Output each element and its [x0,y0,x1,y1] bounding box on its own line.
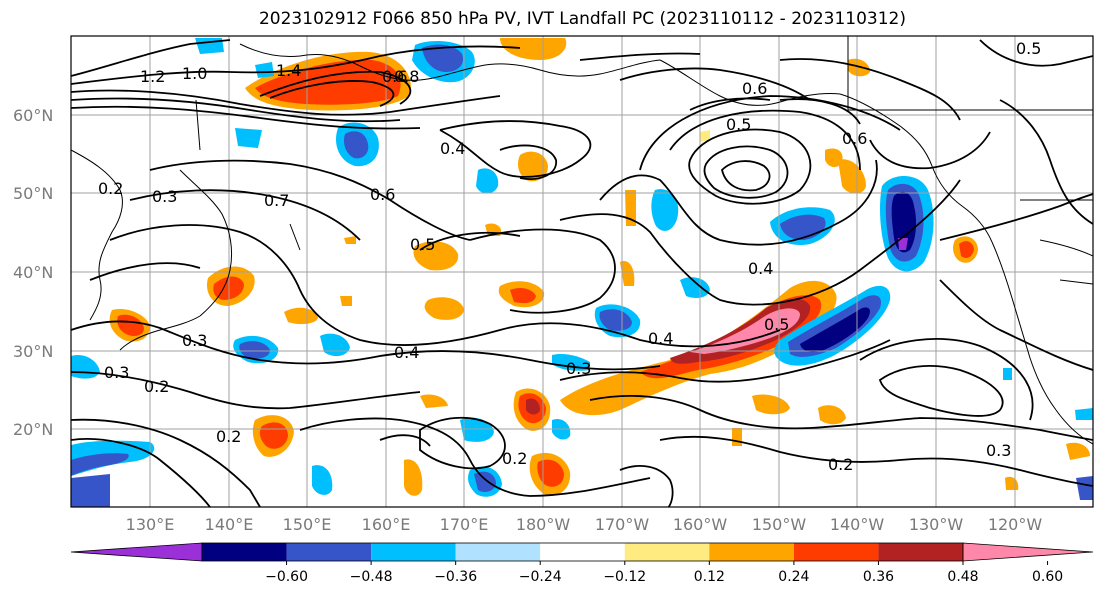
colorbar-extend-high [962,542,1094,562]
contour-label: 0.7 [264,191,289,210]
colorbar-tick-label: −0.36 [434,569,477,585]
map-title: 2023102912 F066 850 hPa PV, IVT Landfall… [258,9,906,29]
longitude-labels: 130°E 140°E 150°E 160°E 170°E 180°W 170°… [126,515,1043,534]
colorbar-segment [709,543,794,561]
colorbar-segment [878,543,963,561]
contour-labels: 1.0 1.2 1.4 0.8 0.6 0.5 0.4 0.3 0.2 0.7 … [98,39,1041,474]
coastlines [71,36,1093,445]
lat-label: 60°N [13,106,53,125]
colorbar-segment [793,543,879,561]
lon-label: 150°W [752,515,807,534]
contour-label: 0.2 [828,455,853,474]
lon-label: 170°W [595,515,650,534]
colorbar-segment [202,543,287,561]
lon-label: 140°E [205,515,254,534]
contour-label: 0.4 [440,139,465,158]
lon-label: 180°W [516,515,571,534]
contour-label: 0.6 [382,67,407,86]
contour-label: 0.6 [742,79,767,98]
contour-label: 0.2 [216,427,241,446]
colorbar-segment [455,543,541,561]
ivt-contours [71,39,1093,507]
lat-label: 30°N [13,342,53,361]
colorbar-segment [624,543,710,561]
contour-label: 0.6 [842,129,867,148]
colorbar-tick-label: 0.24 [778,569,809,585]
lon-label: 150°E [283,515,332,534]
colorbar-tick-label: 0.48 [947,569,978,585]
colorbar-segment [540,543,625,561]
colorbar-outline [201,542,964,562]
colorbar-tick-label: 0.36 [863,569,894,585]
contour-label: 0.4 [748,259,773,278]
contour-label: 0.4 [394,343,419,362]
lon-label: 170°E [440,515,489,534]
contour-label: 0.6 [370,185,395,204]
lat-label: 40°N [13,263,53,282]
latitude-labels: 60°N 50°N 40°N 30°N 20°N [13,106,53,439]
colorbar-tick-label: −0.60 [265,569,308,585]
colorbar-tick-label: 0.12 [694,569,725,585]
contour-label: 0.4 [648,329,673,348]
colorbar-tick-label: −0.48 [350,569,393,585]
contour-label: 0.3 [566,359,591,378]
contour-label: 0.5 [1016,39,1041,58]
contour-label: 1.4 [276,61,301,80]
lon-label: 160°W [673,515,728,534]
lat-label: 50°N [13,184,53,203]
colorbar-extend-low [70,542,203,562]
colorbar-segment [371,543,456,561]
contour-label: 0.8 [394,67,419,86]
pv-shading [71,38,1093,507]
map-border [70,35,1094,508]
lat-label: 20°N [13,420,53,439]
colorbar-tick-label: −0.24 [519,569,562,585]
lon-label: 130°W [909,515,964,534]
colorbar-tick-label: −0.12 [603,569,646,585]
contour-label: 0.5 [764,315,789,334]
contour-label: 0.3 [104,363,129,382]
contour-label: 0.5 [726,115,751,134]
lon-label: 140°W [830,515,885,534]
lon-label: 120°W [988,515,1043,534]
contour-label: 0.5 [410,235,435,254]
contour-label: 1.2 [140,67,165,86]
contour-label: 0.3 [986,441,1011,460]
contour-label: 0.3 [152,187,177,206]
colorbar: −0.60 −0.48 −0.36 −0.24 −0.12 0.12 0.24 0.36 0.4… [70,542,1094,585]
lon-label: 160°E [362,515,411,534]
contour-label: 0.2 [98,179,123,198]
contour-label: 0.3 [182,331,207,350]
contour-label: 0.2 [144,377,169,396]
colorbar-tick-label: 0.60 [1032,569,1063,585]
contour-label: 0.2 [502,449,527,468]
colorbar-segment [286,543,372,561]
contour-label: 1.0 [182,64,207,83]
lon-label: 130°E [126,515,175,534]
